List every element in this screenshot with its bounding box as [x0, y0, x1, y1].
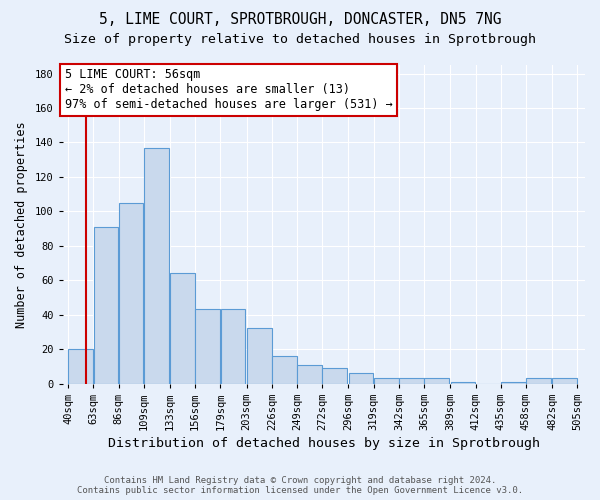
- Bar: [298, 364, 322, 384]
- Text: Size of property relative to detached houses in Sprotbrough: Size of property relative to detached ho…: [64, 32, 536, 46]
- Bar: [322, 368, 347, 384]
- Bar: [196, 310, 220, 384]
- Bar: [553, 378, 577, 384]
- Bar: [247, 328, 272, 384]
- Bar: [399, 378, 424, 384]
- Text: 5 LIME COURT: 56sqm
← 2% of detached houses are smaller (13)
97% of semi-detache: 5 LIME COURT: 56sqm ← 2% of detached hou…: [65, 68, 392, 112]
- Bar: [526, 378, 551, 384]
- Bar: [424, 378, 449, 384]
- Bar: [374, 378, 398, 384]
- Bar: [501, 382, 526, 384]
- Bar: [68, 349, 93, 384]
- Text: Contains HM Land Registry data © Crown copyright and database right 2024.
Contai: Contains HM Land Registry data © Crown c…: [77, 476, 523, 495]
- Bar: [451, 382, 475, 384]
- Bar: [170, 274, 195, 384]
- X-axis label: Distribution of detached houses by size in Sprotbrough: Distribution of detached houses by size …: [108, 437, 540, 450]
- Bar: [221, 310, 245, 384]
- Bar: [349, 373, 373, 384]
- Y-axis label: Number of detached properties: Number of detached properties: [15, 121, 28, 328]
- Text: 5, LIME COURT, SPROTBROUGH, DONCASTER, DN5 7NG: 5, LIME COURT, SPROTBROUGH, DONCASTER, D…: [99, 12, 501, 28]
- Bar: [94, 227, 118, 384]
- Bar: [119, 202, 143, 384]
- Bar: [144, 148, 169, 384]
- Bar: [272, 356, 297, 384]
